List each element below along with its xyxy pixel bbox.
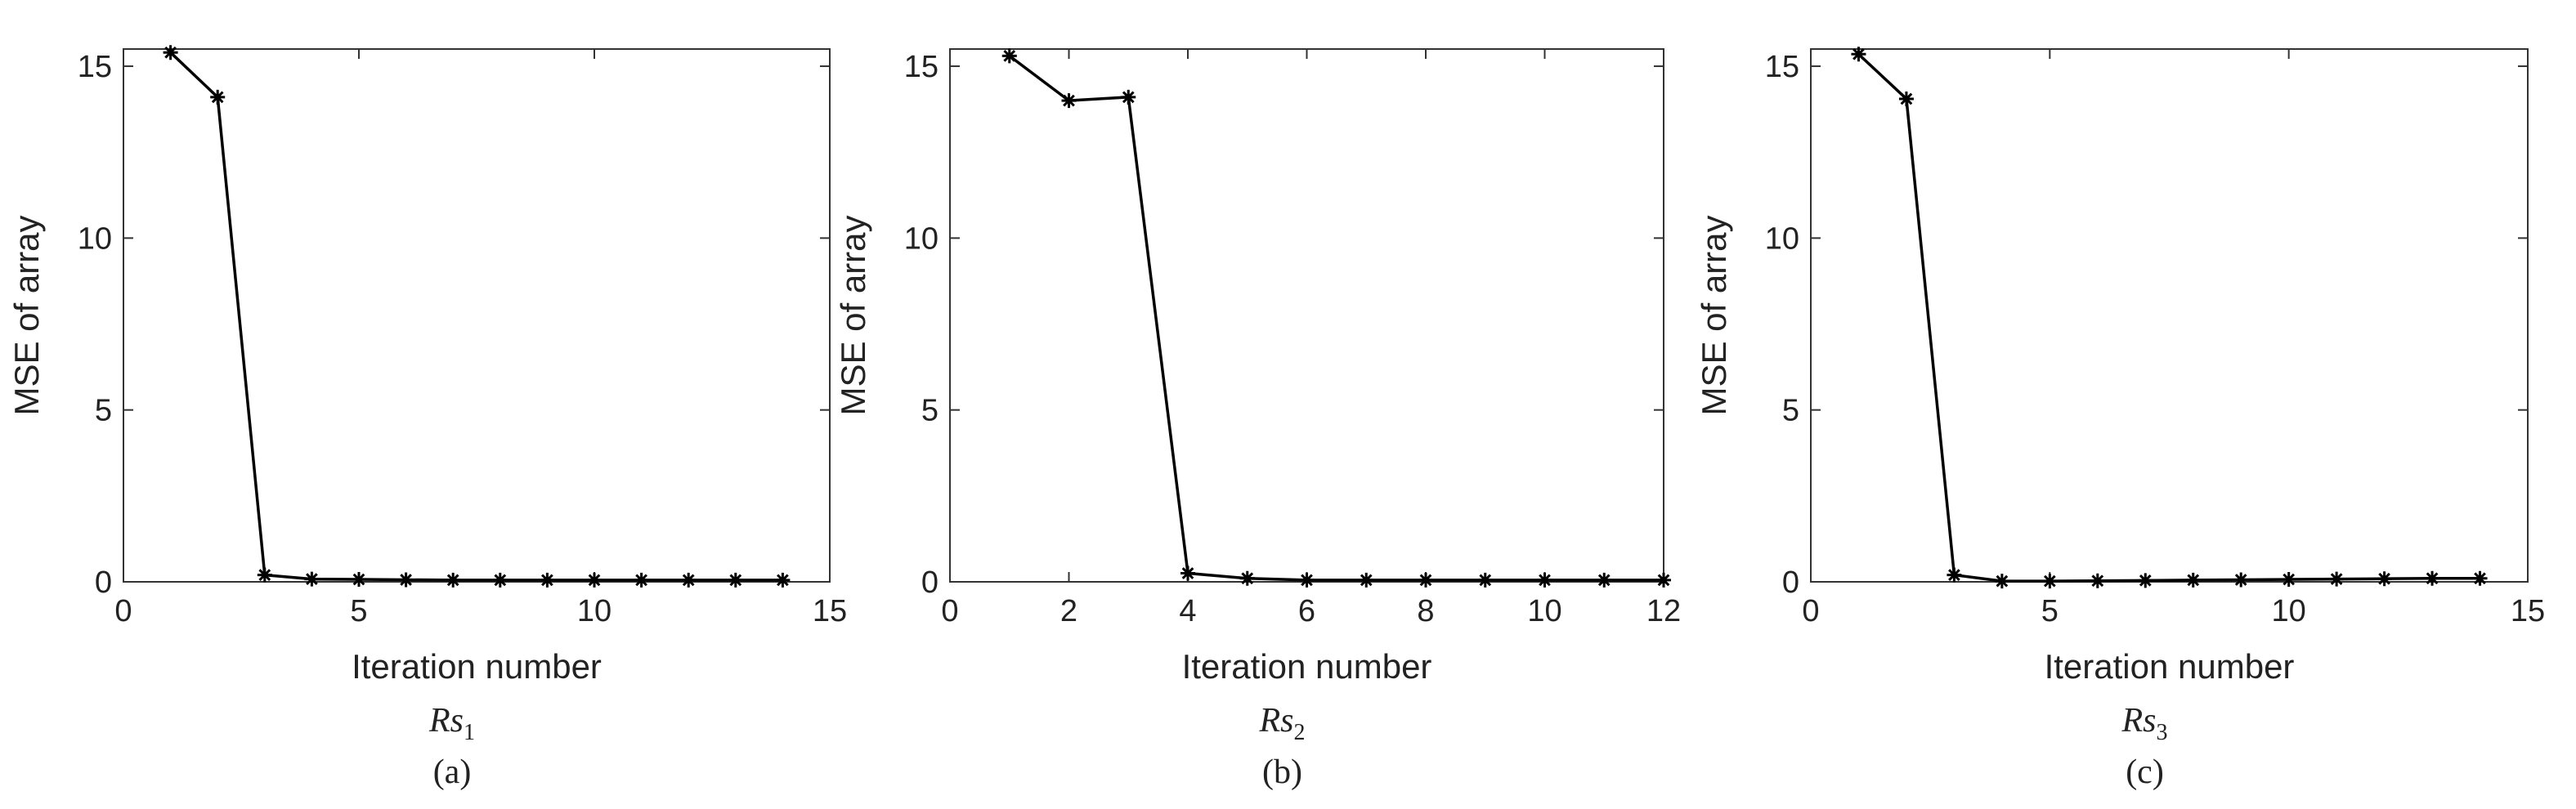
caption-sub: 3	[2157, 720, 2168, 745]
plot-frame	[949, 48, 1664, 583]
x-tick-label: 0	[114, 594, 132, 628]
marker	[1180, 565, 1195, 581]
x-tick-label: 5	[350, 594, 367, 628]
plot-frame	[123, 48, 831, 583]
x-tick-label: 4	[1179, 594, 1196, 628]
y-tick-label: 5	[921, 394, 939, 428]
x-tick-label: 15	[2511, 594, 2545, 628]
marker	[2425, 570, 2440, 586]
caption-main: Rs	[1259, 702, 1294, 740]
y-tick-label: 15	[78, 50, 112, 84]
marker	[446, 572, 461, 588]
x-axis-label: Iteration number	[2045, 647, 2295, 686]
caption-sub: 2	[1294, 720, 1306, 745]
marker	[1061, 93, 1077, 109]
marker	[1656, 572, 1671, 588]
x-tick-label: 15	[813, 594, 847, 628]
y-tick-label: 0	[95, 565, 112, 600]
marker	[634, 572, 649, 588]
x-axis-label: Iteration number	[1182, 647, 1432, 686]
marker	[2281, 572, 2296, 588]
caption: Rs1	[428, 702, 475, 745]
marker	[1851, 47, 1866, 62]
y-tick-label: 0	[921, 565, 939, 600]
marker	[775, 572, 791, 588]
y-tick-label: 10	[904, 221, 939, 256]
chart: 0 2 4 6 8 10 12 0 5 10 15 Iteration number MSE of ar…	[834, 48, 1681, 791]
marker	[587, 572, 602, 588]
caption: Rs3	[2121, 702, 2168, 745]
marker	[2329, 571, 2345, 587]
y-tick-label: 10	[1765, 221, 1799, 256]
marker	[2185, 572, 2201, 588]
marker	[1418, 572, 1433, 588]
panel-label: (b)	[1262, 753, 1302, 791]
marker	[2138, 573, 2153, 588]
marker	[1001, 48, 1017, 64]
x-tick-label: 10	[577, 594, 612, 628]
marker	[1994, 574, 2009, 589]
y-tick-label: 15	[1765, 50, 1799, 84]
y-tick-label: 0	[1782, 565, 1799, 600]
series-line	[169, 51, 783, 582]
x-tick-label: 2	[1060, 594, 1077, 628]
marker	[2042, 574, 2058, 589]
y-axis-label: MSE of array	[834, 215, 872, 415]
series-line	[1857, 53, 2480, 583]
marker	[728, 572, 743, 588]
marker	[1477, 572, 1493, 588]
marker	[492, 572, 508, 588]
x-tick-label: 10	[2272, 594, 2306, 628]
marker	[1947, 567, 1962, 583]
marker	[304, 571, 320, 587]
marker	[398, 572, 414, 588]
caption-sub: 1	[464, 720, 475, 745]
marker	[1239, 570, 1255, 586]
y-tick-label: 5	[1782, 394, 1799, 428]
caption-main: Rs	[428, 702, 464, 740]
chart: 0 5 10 15 0 5 10 15 Iteration number MSE of array…	[7, 45, 847, 791]
marker	[1898, 91, 1914, 106]
caption: Rs2	[1259, 702, 1306, 745]
marker	[681, 572, 697, 588]
y-tick-label: 5	[95, 394, 112, 428]
series-line	[1008, 55, 1664, 582]
y-tick-label: 15	[904, 50, 939, 84]
marker	[163, 45, 178, 60]
x-tick-label: 0	[941, 594, 958, 628]
marker	[1121, 89, 1136, 105]
marker	[257, 567, 272, 583]
marker	[2090, 573, 2105, 588]
marker	[1299, 572, 1315, 588]
y-tick-label: 10	[78, 221, 112, 256]
marker	[2472, 570, 2488, 586]
y-axis-label: MSE of array	[1695, 215, 1733, 415]
x-tick-label: 5	[2041, 594, 2059, 628]
chart: 0 5 10 15 0 5 10 15 Iteration number MSE of array…	[1695, 47, 2545, 791]
x-tick-label: 8	[1417, 594, 1434, 628]
marker	[1537, 572, 1552, 588]
marker	[1597, 572, 1612, 588]
panel-label: (c)	[2126, 753, 2164, 791]
x-axis-label: Iteration number	[352, 647, 602, 686]
x-tick-label: 12	[1646, 594, 1681, 628]
marker	[2233, 572, 2249, 588]
marker	[352, 572, 366, 588]
caption-main: Rs	[2121, 702, 2157, 740]
marker	[1359, 572, 1374, 588]
marker	[540, 572, 555, 588]
x-tick-label: 10	[1527, 594, 1561, 628]
x-tick-label: 6	[1298, 594, 1315, 628]
marker	[210, 89, 226, 105]
panel-label: (a)	[433, 753, 472, 791]
marker	[2377, 571, 2392, 587]
x-tick-label: 0	[1802, 594, 1819, 628]
y-axis-label: MSE of array	[7, 215, 46, 415]
plot-frame	[1810, 48, 2529, 583]
